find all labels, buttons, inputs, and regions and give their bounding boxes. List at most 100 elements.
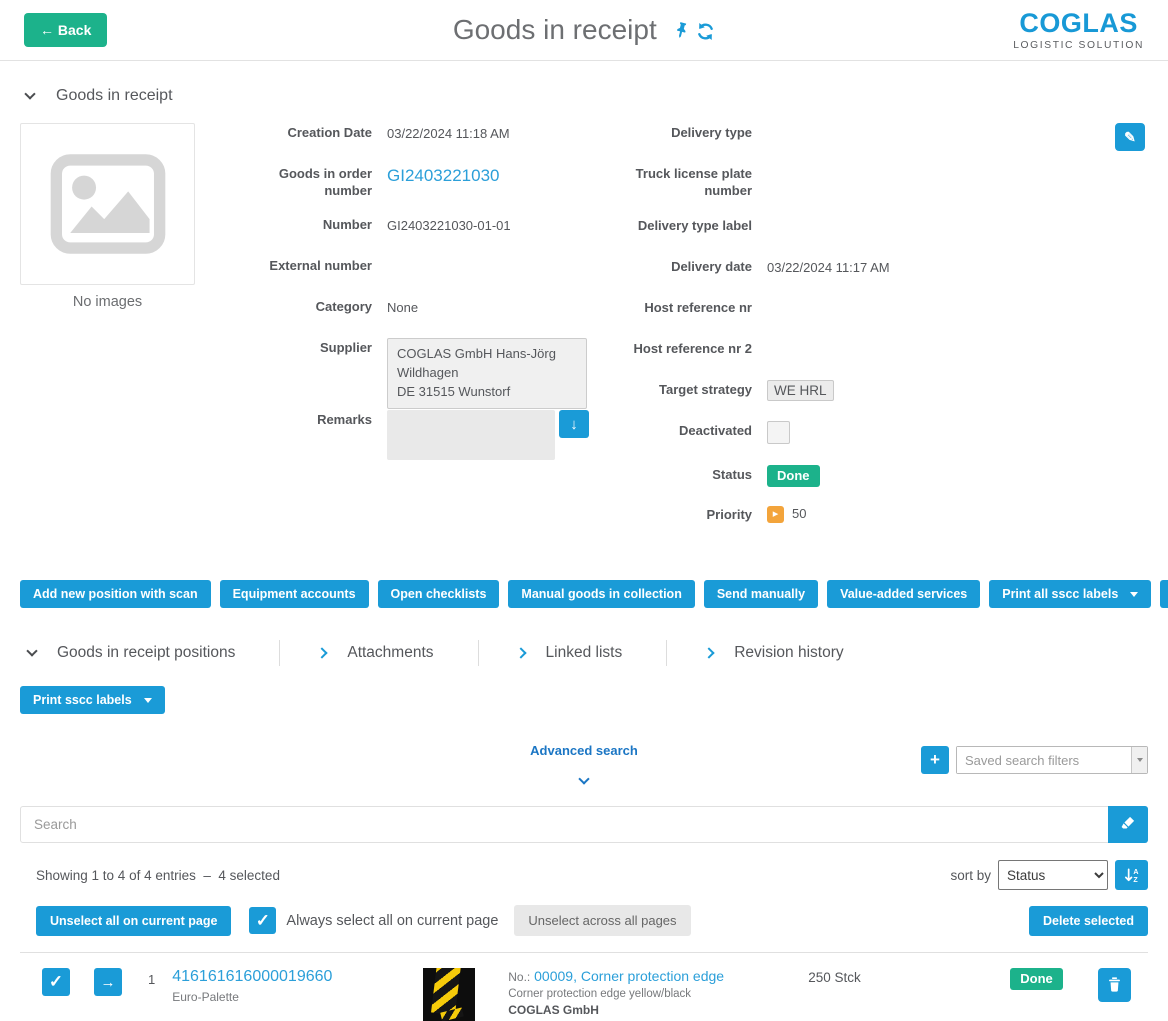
always-select-all-label: Always select all on current page [286,912,499,929]
saved-search-filters-input[interactable] [957,747,1131,773]
check-icon: ✓ [48,972,64,991]
field-priority: Priority ▸ 50 [624,505,994,546]
pin-icon[interactable] [670,21,690,48]
field-external-number: External number [267,256,602,297]
tab-label: Attachments [347,644,434,661]
chevron-down-icon [26,645,38,657]
target-strategy-chip: WE HRL [767,380,834,401]
saved-search-filters-select[interactable] [956,746,1148,774]
check-icon: ✓ [255,910,271,930]
article-no-label: No.: [508,970,531,984]
back-button[interactable]: ← Back [24,13,108,47]
pallet-id-link[interactable]: 416161616000019660 [172,968,333,985]
advanced-search-toggle[interactable]: Advanced search [530,743,638,758]
chevron-down-icon[interactable] [578,773,590,785]
field-label: Goods in order number [278,166,372,198]
top-header: ← Back Goods in receipt COGLAS LOGISTIC … [0,0,1168,61]
field-label: External number [269,258,372,273]
article-name-link[interactable]: Corner protection edge [580,968,725,984]
tab-attachments[interactable]: Attachments [279,640,477,666]
svg-text:A: A [1133,868,1138,876]
remarks-expand-button[interactable]: ↓ [559,410,589,438]
field-deactivated: Deactivated [624,421,994,465]
field-label: Delivery type label [637,218,752,233]
field-remarks: Remarks ↓ [267,410,602,460]
chevron-right-icon [703,647,715,659]
equipment-accounts-button[interactable]: Equipment accounts [219,580,369,608]
goods-in-receipt-section-header[interactable]: Goods in receipt [24,87,1148,105]
field-status: Status Done [624,465,994,505]
sort-by-select[interactable]: Status [998,860,1108,890]
tab-label: Revision history [734,644,844,661]
article-number-link[interactable]: 00009, [534,968,577,984]
logo-text: COGLAS [1019,7,1138,38]
send-manually-button[interactable]: Send manually [703,580,819,608]
field-label: Delivery date [671,259,752,274]
remarks-textarea[interactable] [387,410,555,460]
field-label: Supplier [319,340,372,355]
no-images-label: No images [72,294,143,310]
table-row: ✓ → 1 416161616000019660 Euro-Palette No… [20,953,1148,1021]
back-arrow-icon: ← [40,22,54,38]
clear-search-button[interactable] [1108,806,1148,843]
row-checkbox[interactable]: ✓ [42,968,70,996]
field-host-reference-nr-2: Host reference nr 2 [624,339,994,380]
tab-goods-in-receipt-positions[interactable]: Goods in receipt positions [20,640,279,666]
tab-label: Linked lists [545,644,623,661]
sort-alpha-icon: A Z [1124,868,1139,884]
tab-revision-history[interactable]: Revision history [666,640,887,666]
row-goto-button[interactable]: → [94,968,122,996]
arrow-down-icon: ↓ [570,415,578,433]
add-new-position-with-scan-button[interactable]: Add new position with scan [20,580,211,608]
field-label: Number [322,217,372,232]
entries-summary: Showing 1 to 4 of 4 entries – 4 selected [36,867,280,883]
open-checklists-button[interactable]: Open checklists [377,580,500,608]
dropdown-arrow-icon[interactable] [1131,747,1147,773]
detail-tabs: Goods in receipt positions Attachments L… [20,640,1148,666]
field-delivery-type: Delivery type [624,123,994,164]
unselect-all-current-page-button[interactable]: Unselect all on current page [36,905,232,936]
value-added-services-button[interactable]: Value-added services [827,580,981,608]
section-title: Goods in receipt [56,87,173,104]
edit-button[interactable]: ✎ [1115,123,1145,151]
sort-direction-button[interactable]: A Z [1115,860,1148,890]
field-label: Host reference nr 2 [633,341,753,356]
always-select-all-checkbox[interactable]: ✓ [249,907,277,934]
priority-value: 50 [792,506,807,521]
priority-icon: ▸ [767,505,784,523]
field-creation-date: Creation Date 03/22/2024 11:18 AM [267,123,602,164]
search-input[interactable] [20,806,1148,843]
chevron-right-icon [514,647,527,659]
image-placeholder [20,123,195,285]
field-value: 03/22/2024 11:18 AM [387,126,510,141]
print-sscc-labels-dropdown[interactable]: Print sscc labels [20,686,165,714]
manual-goods-in-collection-button[interactable]: Manual goods in collection [508,580,695,608]
status-badge: Done [767,465,820,487]
refresh-icon[interactable] [696,22,715,46]
eraser-icon [1119,814,1137,835]
pallet-type-label: Euro-Palette [172,990,239,1004]
field-label: Creation Date [287,125,372,140]
sort-by-label: sort by [950,867,991,883]
field-value: 03/22/2024 11:17 AM [767,260,890,275]
field-goods-in-order-number: Goods in order number GI2403221030 [267,164,602,215]
unselect-across-all-pages-button[interactable]: Unselect across all pages [514,905,691,936]
tab-linked-lists[interactable]: Linked lists [477,640,667,666]
row-status-badge: Done [1010,968,1063,990]
print-all-sscc-labels-dropdown[interactable]: Print all sscc labels [989,580,1152,608]
supplier-textarea[interactable]: COGLAS GmbH Hans-Jörg Wildhagen DE 31515… [387,338,587,409]
caret-down-icon [143,698,152,704]
field-label: Truck license plate number [635,166,752,198]
deactivated-checkbox[interactable] [767,421,790,444]
row-delete-button[interactable] [1097,968,1131,1002]
field-host-reference-nr: Host reference nr [624,298,994,339]
add-saved-filter-button[interactable]: + [921,746,949,774]
chevron-right-icon [316,647,329,659]
field-number: Number GI2403221030-01-01 [267,215,602,256]
caret-down-icon [1130,592,1139,598]
delete-selected-button[interactable]: Delete selected [1028,905,1148,936]
goods-in-order-number-link[interactable]: GI2403221030 [387,166,500,185]
field-label: Status [712,467,752,482]
provided-services-dropdown[interactable]: Provided services [1160,580,1168,608]
action-toolbar: Add new position with scan Equipment acc… [20,580,1168,608]
